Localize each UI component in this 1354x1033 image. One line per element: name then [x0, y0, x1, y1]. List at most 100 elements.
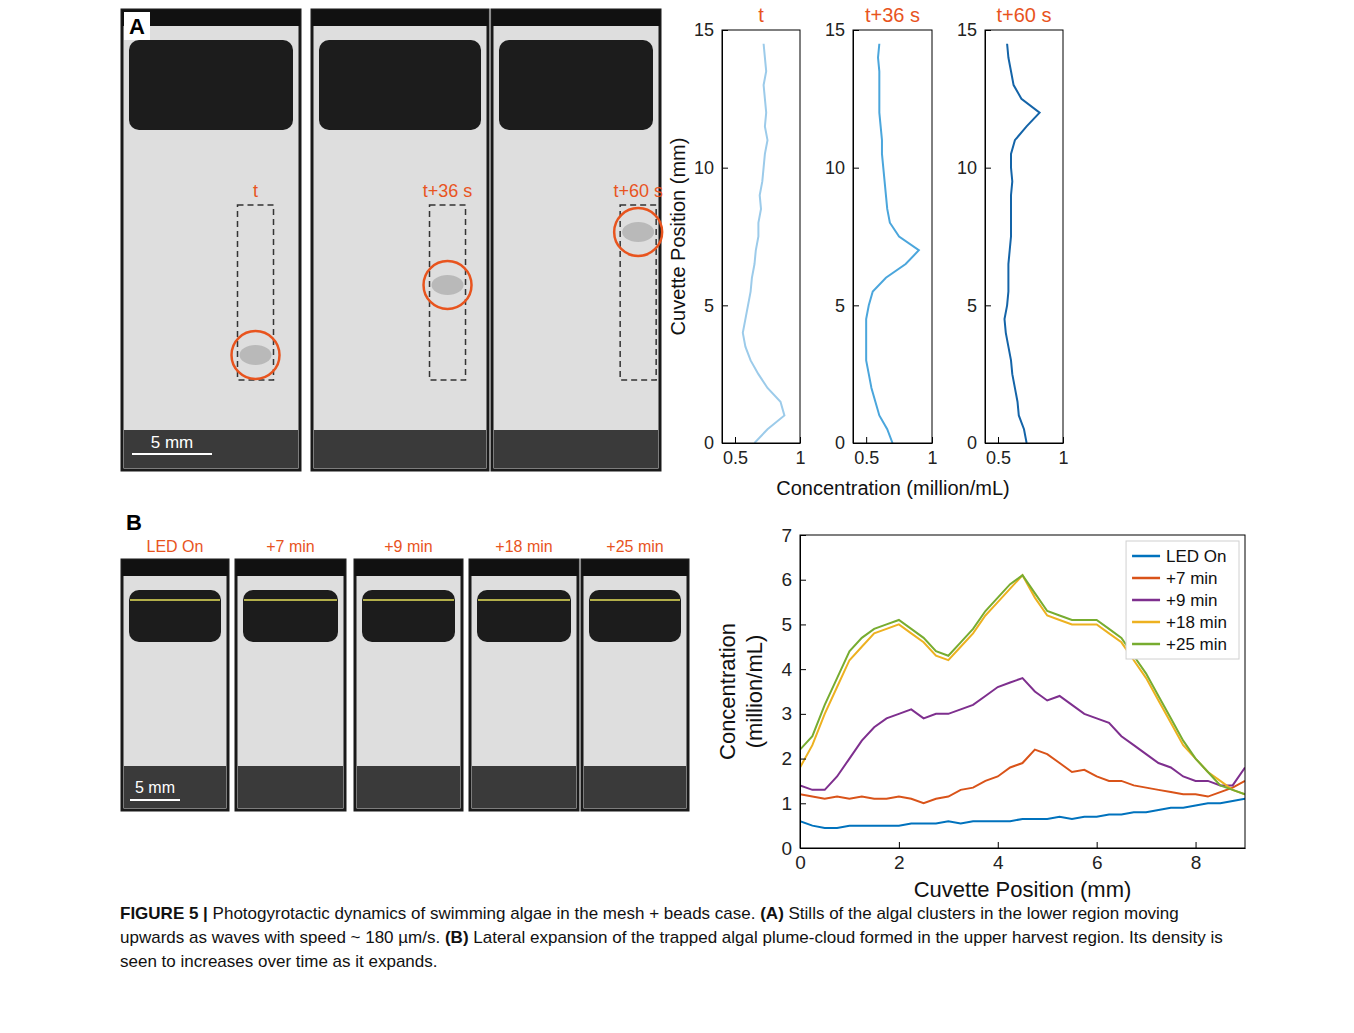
caption-text: (B): [445, 928, 469, 947]
cuvette-cap: [582, 560, 688, 576]
plot-background: [853, 30, 932, 443]
tick-label: 0: [781, 838, 792, 859]
cluster-marker: [614, 208, 662, 256]
legend-swatch: [1132, 621, 1160, 624]
tick-label: 2: [894, 852, 905, 873]
bottom-beads: [584, 766, 686, 808]
panel-b-stills: LED On+7 min+9 min+18 min+25 minB5 mm: [122, 510, 688, 810]
chart: 0.51051015t+36 sConcentration (million/m…: [776, 4, 1009, 499]
tick-mark: [866, 437, 867, 443]
photo-still: +7 min: [236, 538, 345, 810]
tick: 0.5: [723, 437, 748, 468]
plot-background: [800, 535, 1245, 848]
x-axis: 0.51: [854, 437, 938, 468]
tick-mark: [800, 759, 806, 760]
photo-background: [312, 10, 488, 470]
tick-mark: [1097, 842, 1098, 848]
photo-still: t+36 s: [312, 10, 488, 470]
data-line: [800, 750, 1245, 804]
x-axis-title: Cuvette Position (mm): [914, 877, 1132, 902]
plot-background: [985, 30, 1063, 443]
tick-mark: [800, 714, 806, 715]
bottom-beads: [357, 766, 460, 808]
tick-mark: [985, 168, 991, 169]
photo-still: LED On: [122, 538, 228, 810]
tick: 6: [781, 569, 806, 590]
tick-label: 7: [781, 525, 792, 546]
tick-mark: [800, 669, 806, 670]
tick-label: 1: [781, 793, 792, 814]
data-line: [1005, 44, 1040, 443]
tick-mark: [722, 168, 728, 169]
tick-label: 1: [795, 448, 805, 468]
mesh-beads: [477, 590, 571, 642]
x-axis: 0.51: [723, 437, 806, 468]
chart-title: t+60 s: [996, 4, 1051, 26]
tick-label: 10: [957, 158, 977, 178]
yellow-line: [478, 599, 570, 601]
mesh-beads: [129, 40, 293, 130]
legend-label: +18 min: [1166, 613, 1227, 632]
plot-frame: [722, 30, 800, 443]
algal-cluster: [240, 345, 272, 365]
scale-bar: [130, 799, 180, 801]
cuvette-cap: [236, 560, 345, 576]
tick-mark: [800, 580, 806, 581]
still-label: +25 min: [606, 538, 663, 555]
legend-swatch: [1132, 599, 1160, 602]
window-box: [238, 205, 274, 380]
legend-label: LED On: [1166, 547, 1226, 566]
yellow-line: [130, 599, 220, 601]
yellow-line: [363, 599, 454, 601]
y-axis: 051015: [694, 20, 728, 453]
y-axis: 01234567: [781, 525, 806, 859]
plot-marks: [1005, 44, 1040, 443]
photo-still: t: [122, 10, 300, 470]
tick: 10: [825, 158, 859, 178]
scale-bar-label: 5 mm: [151, 433, 194, 452]
tick-label: 15: [694, 20, 714, 40]
chart-title: t+36 s: [865, 4, 920, 26]
data-line: [800, 678, 1245, 790]
tick-mark: [853, 305, 859, 306]
tick-label: 6: [1092, 852, 1103, 873]
tick: 5: [967, 296, 991, 316]
tick: 2: [781, 748, 806, 769]
data-line: [800, 799, 1245, 828]
chart: 0.51051015t+60 s: [957, 4, 1069, 468]
photo-background: [582, 560, 688, 810]
tick-label: 0.5: [854, 448, 879, 468]
cluster-marker: [424, 261, 472, 309]
tick-mark: [853, 168, 859, 169]
window-box: [430, 205, 466, 380]
tick-label: 4: [993, 852, 1004, 873]
x-axis-title: Concentration (million/mL): [776, 477, 1009, 499]
bottom-beads: [238, 766, 343, 808]
tick: 10: [694, 158, 728, 178]
data-line: [800, 575, 1245, 794]
tick-mark: [985, 305, 991, 306]
yellow-line: [590, 599, 680, 601]
bottom-beads: [314, 430, 486, 468]
legend-label: +9 min: [1166, 591, 1218, 610]
tick-label: 3: [781, 703, 792, 724]
mesh-beads: [362, 590, 455, 642]
tick-mark: [998, 842, 999, 848]
tick-label: 5: [835, 296, 845, 316]
tick: 4: [781, 659, 806, 680]
bottom-beads: [472, 766, 576, 808]
still-label: +9 min: [384, 538, 432, 555]
mesh-beads: [589, 590, 681, 642]
caption-text: Photogyrotactic dynamics of swimming alg…: [208, 904, 760, 923]
photo-still: t+60 s: [492, 10, 663, 470]
tick-mark: [800, 803, 806, 804]
y-axis: 051015: [957, 20, 991, 453]
legend-background: [1126, 541, 1239, 659]
yellow-line: [244, 599, 337, 601]
tick-label: 4: [781, 659, 792, 680]
tick-label: 2: [781, 748, 792, 769]
chart: 0.51051015tCuvette Position (mm): [667, 4, 806, 468]
tick: 1: [781, 793, 806, 814]
tick-label: 15: [825, 20, 845, 40]
mesh-beads: [243, 590, 338, 642]
